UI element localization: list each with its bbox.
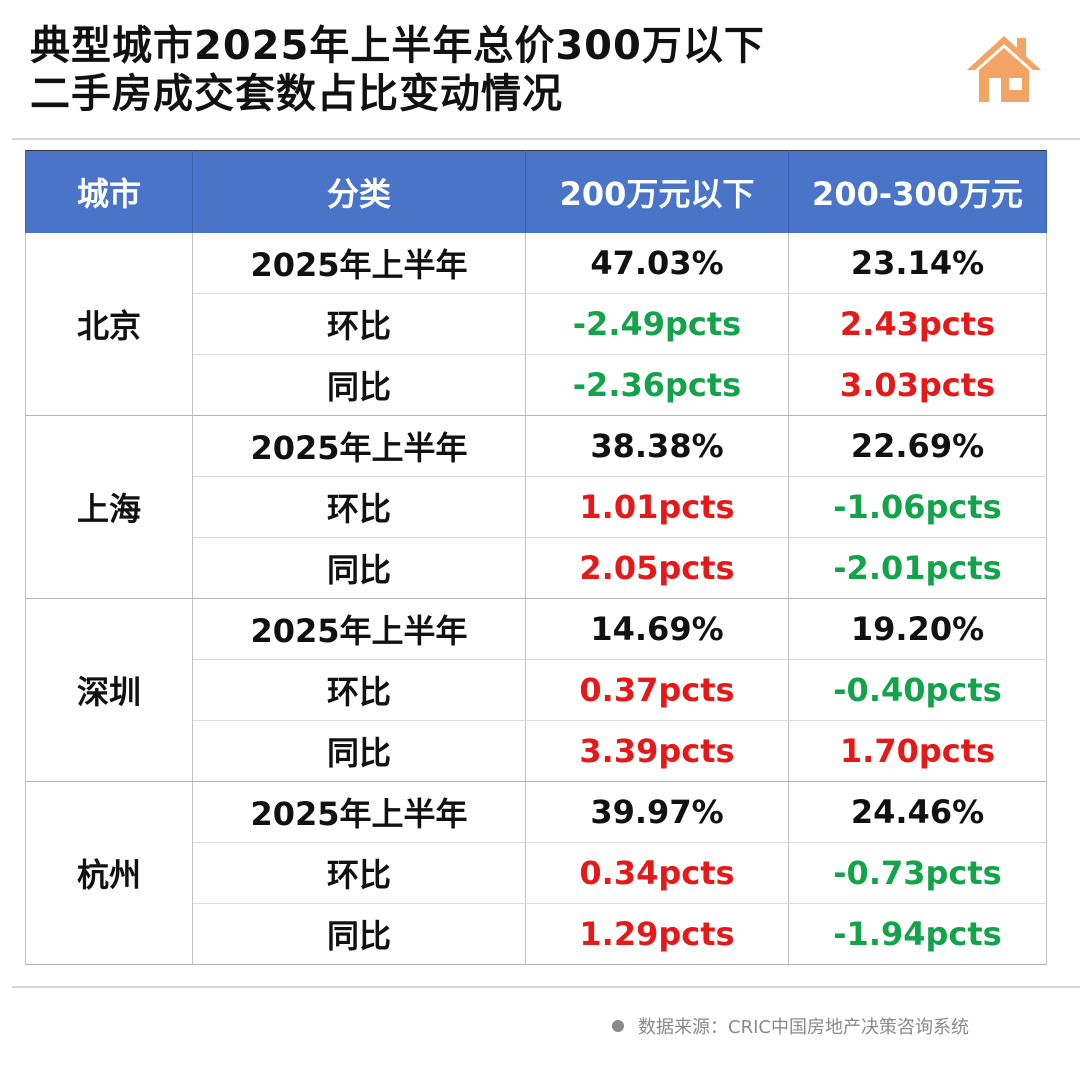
value-under-200-cell: -2.49pcts [525, 293, 789, 355]
table-row: 上海 2025年上半年 38.38% 22.69% [25, 415, 1047, 599]
value-200-300-cell: -1.06pcts [788, 476, 1047, 538]
category-cell: 环比 [192, 476, 526, 538]
source-text: 数据来源：CRIC中国房地产决策咨询系统 [638, 1017, 969, 1038]
city-cell: 深圳 [25, 598, 193, 782]
category-cell: 环比 [192, 842, 526, 904]
value-200-300-cell: -2.01pcts [788, 537, 1047, 599]
category-cell: 环比 [192, 293, 526, 355]
value-200-300-cell: 3.03pcts [788, 354, 1047, 416]
house-icon [967, 36, 1041, 102]
category-cell: 同比 [192, 720, 526, 782]
table-row: 环比 -2.49pcts 2.43pcts [26, 293, 1047, 355]
value-200-300-cell: 19.20% [788, 598, 1047, 660]
title-divider [12, 138, 1080, 140]
value-200-300-cell: 24.46% [788, 781, 1047, 843]
city-cell: 上海 [25, 415, 193, 599]
header-under-200: 200万元以下 [525, 150, 789, 233]
page-title: 典型城市2025年上半年总价300万以下 二手房成交套数占比变动情况 [30, 22, 930, 118]
value-200-300-cell: 2.43pcts [788, 293, 1047, 355]
value-under-200-cell: 0.34pcts [525, 842, 789, 904]
table-header-row: 城市 分类 200万元以下 200-300万元 [25, 150, 1047, 233]
category-cell: 环比 [192, 659, 526, 721]
footer-divider [12, 986, 1080, 988]
header-category: 分类 [192, 150, 526, 233]
category-cell: 2025年上半年 [192, 598, 526, 660]
category-cell: 同比 [192, 537, 526, 599]
value-under-200-cell: 3.39pcts [525, 720, 789, 782]
value-200-300-cell: -0.73pcts [788, 842, 1047, 904]
header-200-300: 200-300万元 [788, 150, 1047, 233]
value-under-200-cell: 39.97% [525, 781, 789, 843]
category-cell: 2025年上半年 [192, 781, 526, 843]
category-cell: 同比 [192, 354, 526, 416]
table-row: 同比 -2.36pcts 3.03pcts [26, 354, 1047, 416]
bullet-icon [612, 1020, 624, 1032]
header-city: 城市 [25, 150, 193, 233]
value-under-200-cell: 2.05pcts [525, 537, 789, 599]
category-cell: 2025年上半年 [192, 415, 526, 477]
title-line-2: 二手房成交套数占比变动情况 [30, 71, 563, 117]
table-row: 环比 0.37pcts -0.40pcts [26, 659, 1047, 721]
value-under-200-cell: 1.01pcts [525, 476, 789, 538]
table-row: 同比 2.05pcts -2.01pcts [26, 537, 1047, 599]
table-row: 杭州 2025年上半年 39.97% 24.46% [25, 781, 1047, 965]
table-row: 北京 2025年上半年 47.03% 23.14% [25, 233, 1047, 416]
value-under-200-cell: 38.38% [525, 415, 789, 477]
table-row: 同比 3.39pcts 1.70pcts [26, 720, 1047, 782]
value-200-300-cell: -0.40pcts [788, 659, 1047, 721]
value-under-200-cell: 0.37pcts [525, 659, 789, 721]
table-row: 深圳 2025年上半年 14.69% 19.20% [25, 598, 1047, 782]
category-cell: 同比 [192, 903, 526, 965]
table-row: 同比 1.29pcts -1.94pcts [26, 903, 1047, 965]
value-200-300-cell: 23.14% [788, 233, 1047, 294]
table-row: 环比 1.01pcts -1.06pcts [26, 476, 1047, 538]
city-cell: 杭州 [25, 781, 193, 965]
value-under-200-cell: -2.36pcts [525, 354, 789, 416]
data-table: 城市 分类 200万元以下 200-300万元 北京 2025年上半年 47.03%… [25, 150, 1047, 965]
city-cell: 北京 [25, 233, 193, 416]
value-under-200-cell: 1.29pcts [525, 903, 789, 965]
title-line-1: 典型城市2025年上半年总价300万以下 [30, 23, 765, 69]
source-note: 数据来源：CRIC中国房地产决策咨询系统 [612, 1013, 969, 1039]
table-row: 环比 0.34pcts -0.73pcts [26, 842, 1047, 904]
value-under-200-cell: 47.03% [525, 233, 789, 294]
value-200-300-cell: 1.70pcts [788, 720, 1047, 782]
value-200-300-cell: 22.69% [788, 415, 1047, 477]
value-200-300-cell: -1.94pcts [788, 903, 1047, 965]
category-cell: 2025年上半年 [192, 233, 526, 294]
value-under-200-cell: 14.69% [525, 598, 789, 660]
